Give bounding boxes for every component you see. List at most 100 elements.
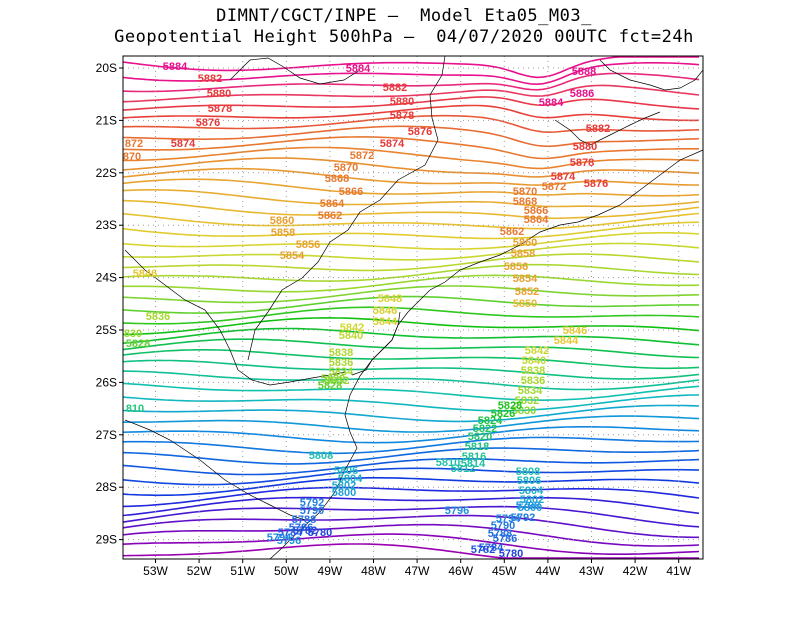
contour-label: 5852: [515, 286, 539, 298]
contour-line: [122, 114, 700, 134]
contour-line: [122, 514, 699, 539]
contour-label: 5786: [493, 533, 517, 545]
contour-label: 5880: [207, 88, 231, 100]
contour-label: 5864: [320, 198, 345, 210]
contour-line: [122, 359, 700, 380]
contour-line: [122, 467, 700, 486]
contour-label: 5848: [378, 293, 402, 305]
contour-label: 5858: [271, 227, 295, 239]
map-frame: [122, 55, 704, 560]
contour-label: 5820: [468, 431, 492, 443]
contour-label: 5854: [513, 273, 538, 285]
contour-line: [122, 496, 700, 517]
contour-label: 5790: [300, 505, 324, 517]
contour-label: 5874: [380, 138, 405, 150]
coastline-segment: [124, 249, 239, 371]
contour-line: [122, 136, 699, 160]
coastline-segment: [554, 111, 661, 146]
contour-line: [122, 221, 700, 240]
contour-label: 5870: [513, 186, 537, 198]
contour-label: 5834: [329, 366, 354, 378]
contour-label: 5832: [515, 395, 539, 407]
lon-tick-label: 50W: [274, 564, 299, 578]
lon-tick-label: 45W: [492, 564, 517, 578]
contour-label: 5840: [522, 355, 546, 367]
coastline-segment: [124, 419, 306, 521]
contour-label: 5842: [525, 345, 549, 357]
contour-line: [122, 295, 699, 314]
contour-label: 5874: [171, 138, 196, 150]
coastline-segment: [599, 59, 704, 91]
chart-title-line-2: Geopotential Height 500hPa — 04/07/2020 …: [114, 27, 694, 47]
lon-tick-label: 47W: [405, 564, 430, 578]
contour-label: 5886: [570, 88, 594, 100]
contour-label: 5784: [278, 527, 303, 539]
contour-label: 5840: [339, 330, 363, 342]
contour-line: [122, 178, 700, 197]
lon-tick-label: 41W: [666, 564, 691, 578]
lon-tick-label: 51W: [230, 564, 255, 578]
contour-label: 5872: [542, 181, 566, 193]
contour-label: 5836: [329, 357, 353, 369]
contour-label: 5856: [296, 239, 320, 251]
contour-line: [122, 477, 700, 497]
contour-label: 5874: [551, 171, 576, 183]
coastline-segment: [247, 55, 446, 361]
contour-label: 5856: [504, 261, 528, 273]
contour-label: 5884: [346, 63, 371, 75]
contour-line: [123, 146, 700, 170]
contour-line: [122, 232, 700, 250]
contour-label: 5832: [325, 375, 349, 387]
contour-line: [122, 167, 700, 186]
lat-tick-label: 24S: [96, 271, 117, 285]
axis-ticks: 53W 52W 51W 50W 49W 48W 47W 46W 45W 44W 43W 42W 41W 2…: [96, 61, 692, 578]
contour-line: [122, 242, 700, 261]
contour-line: [122, 370, 700, 391]
contour-line: [122, 486, 700, 508]
contour-line: [122, 62, 700, 86]
contour-label: 5846: [133, 268, 157, 280]
coastline-segment: [269, 149, 704, 560]
contour-label: 5794: [267, 532, 292, 544]
contour-label: 5814: [461, 458, 486, 470]
contour-label: 5804: [519, 485, 544, 497]
contour-line: [122, 349, 700, 370]
contour-line: [122, 84, 700, 103]
contour-label: 5792: [300, 497, 324, 509]
contour-labels: 5884 5884 5888 5884 5886 5882 5882 5880 5880 5878…: [123, 61, 610, 560]
contour-line: [122, 447, 700, 465]
contour-label: 5846: [373, 305, 397, 317]
contour-label: 5884: [163, 61, 188, 73]
contour-label: 5796: [445, 505, 469, 517]
contour-label: 5800: [332, 487, 356, 499]
contour-label: 5858: [511, 248, 535, 260]
contour-label: 5816: [462, 451, 486, 463]
contour-label: 5808: [516, 466, 540, 478]
contour-label: 5882: [198, 73, 222, 85]
contour-label: 5878: [570, 157, 594, 169]
coastline-segment: [351, 311, 401, 376]
contour-label: 5830: [321, 373, 345, 385]
contour-label: 5868: [513, 196, 537, 208]
contour-label: 5808: [309, 450, 333, 462]
contour-label: 5882: [383, 82, 407, 94]
contour-label: 5838: [521, 365, 545, 377]
contour-label: 5786: [289, 522, 313, 534]
contour-line: [122, 56, 699, 79]
contour-label: 5844: [373, 316, 398, 328]
contour-label: 5836: [521, 375, 545, 387]
lat-tick-label: 20S: [96, 61, 117, 75]
contour-label: 5854: [280, 250, 305, 262]
contour-label: 5882: [586, 123, 610, 135]
contour-label: 5876: [196, 117, 220, 129]
contour-label: 5862: [318, 210, 342, 222]
contour-line: [122, 523, 700, 547]
lat-tick-label: 28S: [96, 480, 117, 494]
contour-label: 5860: [513, 237, 537, 249]
contour-label: 5872: [350, 150, 374, 162]
contour-label: 5806: [334, 465, 358, 477]
contour-line: [122, 394, 700, 412]
contour-label: 5834: [518, 385, 543, 397]
contour-label: 5880: [573, 141, 597, 153]
contour-line: [122, 189, 700, 208]
